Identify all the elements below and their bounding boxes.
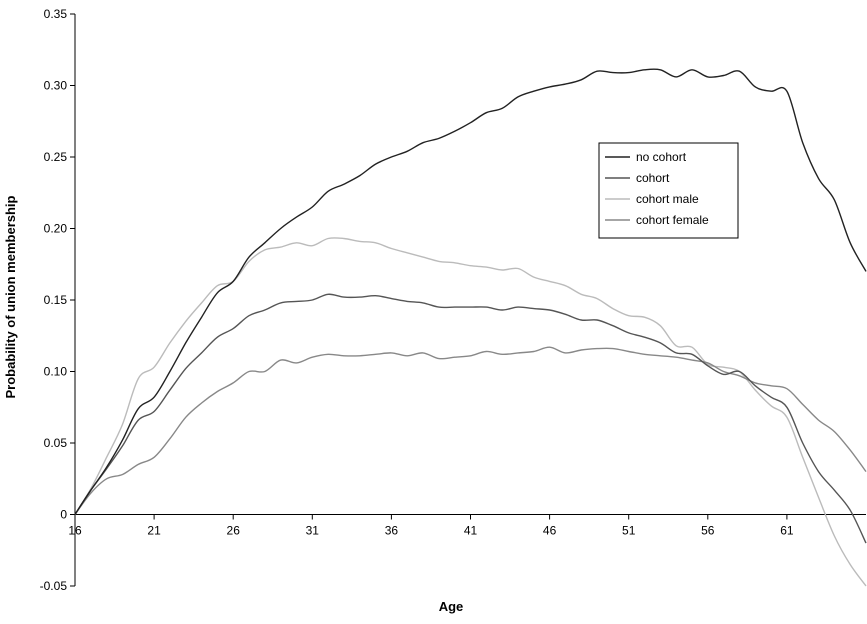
- x-tick-label: 26: [227, 524, 241, 538]
- y-tick-label: 0.15: [44, 293, 68, 307]
- series-line-no-cohort: [74, 68, 867, 515]
- legend-label-cohort: cohort: [636, 171, 670, 185]
- x-tick-label: 31: [306, 524, 320, 538]
- axes: [74, 14, 866, 586]
- y-tick-label: -0.05: [40, 579, 68, 593]
- y-tick-label: 0.30: [44, 79, 68, 93]
- x-tick-label: 21: [147, 524, 161, 538]
- x-axis-title: Age: [439, 599, 464, 614]
- legend-label-cohort-female: cohort female: [636, 213, 709, 227]
- series-line-cohort: [74, 293, 867, 544]
- y-tick-label: 0.05: [44, 436, 68, 450]
- series-lines: [74, 68, 867, 587]
- y-tick-label: 0: [60, 508, 67, 522]
- x-axis-ticks: 16 21 26 31 36 41 46 51 56 61: [68, 514, 794, 538]
- legend-label-no-cohort: no cohort: [636, 150, 687, 164]
- legend-box: [598, 142, 739, 239]
- y-tick-label: 0.10: [44, 365, 68, 379]
- x-tick-label: 61: [780, 524, 794, 538]
- y-tick-label: 0.20: [44, 222, 68, 236]
- y-axis-title: Probability of union membership: [3, 195, 18, 398]
- y-tick-label: 0.35: [44, 7, 68, 21]
- series-line-cohort-female: [74, 346, 867, 515]
- x-tick-label: 16: [68, 524, 82, 538]
- y-axis-ticks: -0.05 0 0.05 0.10 0.15 0.20 0.25 0.30 0.35: [40, 7, 75, 593]
- legend-items: no cohort cohort cohort male cohort female: [605, 150, 709, 227]
- x-tick-label: 46: [543, 524, 557, 538]
- y-tick-label: 0.25: [44, 150, 68, 164]
- x-tick-label: 41: [464, 524, 478, 538]
- x-tick-label: 51: [622, 524, 636, 538]
- legend: no cohort cohort cohort male cohort female: [598, 142, 739, 239]
- x-tick-label: 56: [701, 524, 715, 538]
- x-tick-label: 36: [385, 524, 399, 538]
- legend-label-cohort-male: cohort male: [636, 192, 699, 206]
- series-line-cohort-male: [74, 237, 867, 587]
